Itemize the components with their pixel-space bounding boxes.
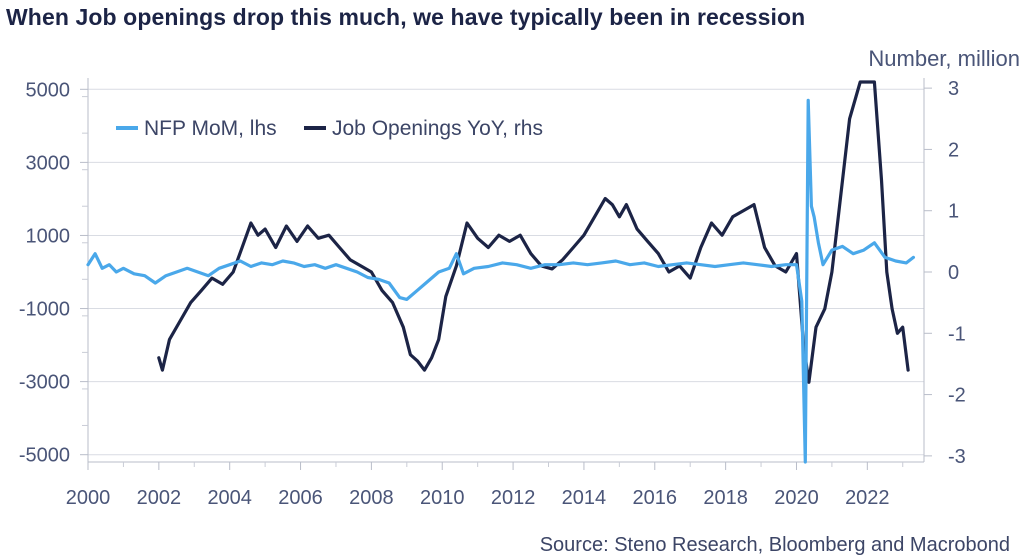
- x-tick-label: 2010: [420, 487, 465, 509]
- right-axis-title: Number, million: [868, 46, 1020, 71]
- series-line-job-openings: [157, 80, 910, 384]
- x-tick-label: 2020: [774, 487, 819, 509]
- series-line-nfp: [86, 98, 915, 464]
- x-tick-label: 2004: [207, 487, 252, 509]
- x-tick-label: 2022: [845, 487, 890, 509]
- x-tick-label: 2014: [562, 487, 607, 509]
- right-tick-label: 2: [948, 139, 959, 161]
- left-tick-label: -1000: [19, 299, 70, 321]
- axes: [87, 78, 925, 463]
- x-tick-label: 2018: [703, 487, 748, 509]
- x-tick-label: 2012: [491, 487, 536, 509]
- legend-label: NFP MoM, lhs: [144, 117, 277, 140]
- left-tick-label: 1000: [26, 225, 71, 247]
- left-tick-label: 5000: [26, 79, 71, 101]
- left-tick-label: 3000: [26, 152, 71, 174]
- x-tick-label: 2002: [137, 487, 182, 509]
- left-tick-label: -5000: [19, 445, 70, 467]
- x-tick-label: 2000: [66, 487, 111, 509]
- x-tick-label: 2008: [349, 487, 394, 509]
- right-tick-label: -2: [948, 385, 966, 407]
- right-axis-ticks: 3 2 1 0 -1 -2 -3: [924, 78, 966, 468]
- right-tick-label: 0: [948, 262, 959, 284]
- x-axis-ticks: 2000 2002 2004 2006 2008 2010 2012 2014 2016 2018…: [66, 462, 904, 509]
- left-tick-label: -3000: [19, 372, 70, 394]
- source-note: Source: Steno Research, Bloomberg and Ma…: [539, 534, 1010, 556]
- right-tick-label: 3: [948, 78, 959, 100]
- x-tick-label: 2006: [278, 487, 323, 509]
- right-tick-label: -3: [948, 446, 966, 468]
- series-lines: [86, 80, 915, 464]
- grid-lines: [88, 88, 924, 456]
- right-tick-label: -1: [948, 323, 966, 345]
- left-axis-ticks: 5000 3000 1000 -1000 -3000 -5000: [19, 79, 88, 467]
- x-tick-label: 2016: [633, 487, 678, 509]
- chart-title: When Job openings drop this much, we hav…: [6, 4, 806, 30]
- legend-label: Job Openings YoY, rhs: [332, 117, 543, 140]
- legend: NFP MoM, lhs Job Openings YoY, rhs: [116, 117, 543, 140]
- right-tick-label: 1: [948, 201, 959, 223]
